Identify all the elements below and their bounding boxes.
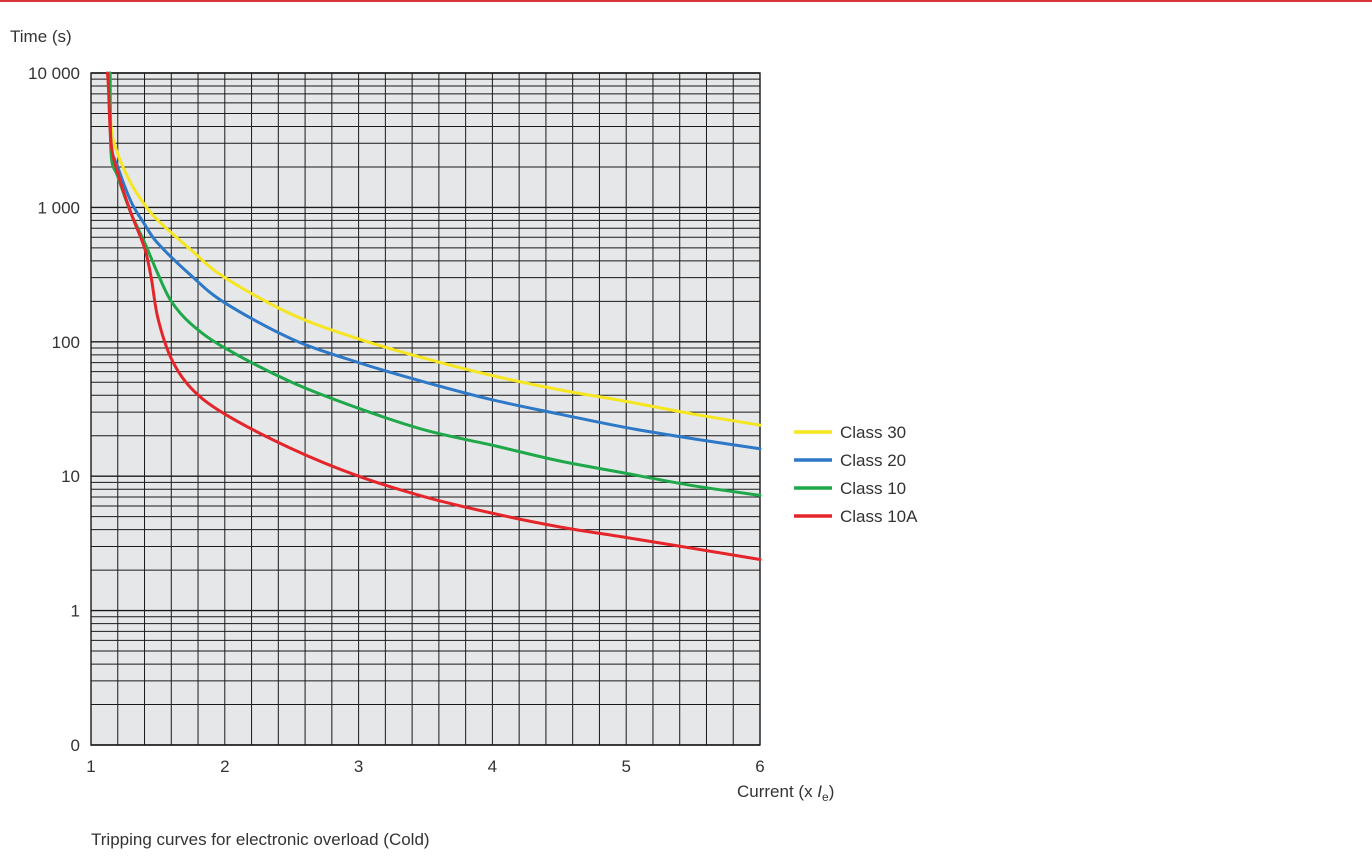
y-tick-label: 10 (61, 467, 80, 486)
curve-class-30 (108, 71, 762, 427)
y-tick-label: 1 (71, 602, 80, 621)
y-tick-label: 10 000 (28, 64, 80, 83)
legend-label-class-10a: Class 10A (840, 507, 918, 526)
x-tick-label: 6 (755, 757, 764, 776)
x-tick-label: 4 (488, 757, 497, 776)
top-accent-rule (0, 0, 1372, 2)
legend-label-class-10: Class 10 (840, 479, 906, 498)
curve-class-20 (108, 71, 762, 451)
x-axis-title-subscript: e (822, 790, 829, 804)
legend: Class 30 Class 20 Class 10 Class 10A (794, 423, 918, 526)
plot-frame (90, 72, 761, 746)
plot-area (91, 73, 760, 745)
legend-label-class-20: Class 20 (840, 451, 906, 470)
legend-label-class-30: Class 30 (840, 423, 906, 442)
y-axis-title: Time (s) (10, 27, 72, 46)
chart-caption: Tripping curves for electronic overload … (91, 830, 430, 849)
x-tick-label: 3 (354, 757, 363, 776)
x-axis-title-suffix: ) (829, 782, 835, 801)
y-tick-label: 1 000 (37, 198, 80, 217)
y-tick-label: 0 (71, 736, 80, 755)
x-axis-title-prefix: Current (x (737, 782, 817, 801)
y-tick-label: 100 (52, 333, 80, 352)
x-tick-label: 5 (621, 757, 630, 776)
curve-class-10a (105, 71, 762, 561)
x-axis-title: Current (x Ie) (737, 782, 834, 804)
x-tick-label: 2 (220, 757, 229, 776)
x-tick-label: 1 (86, 757, 95, 776)
x-axis-title-italic: I (817, 782, 822, 801)
